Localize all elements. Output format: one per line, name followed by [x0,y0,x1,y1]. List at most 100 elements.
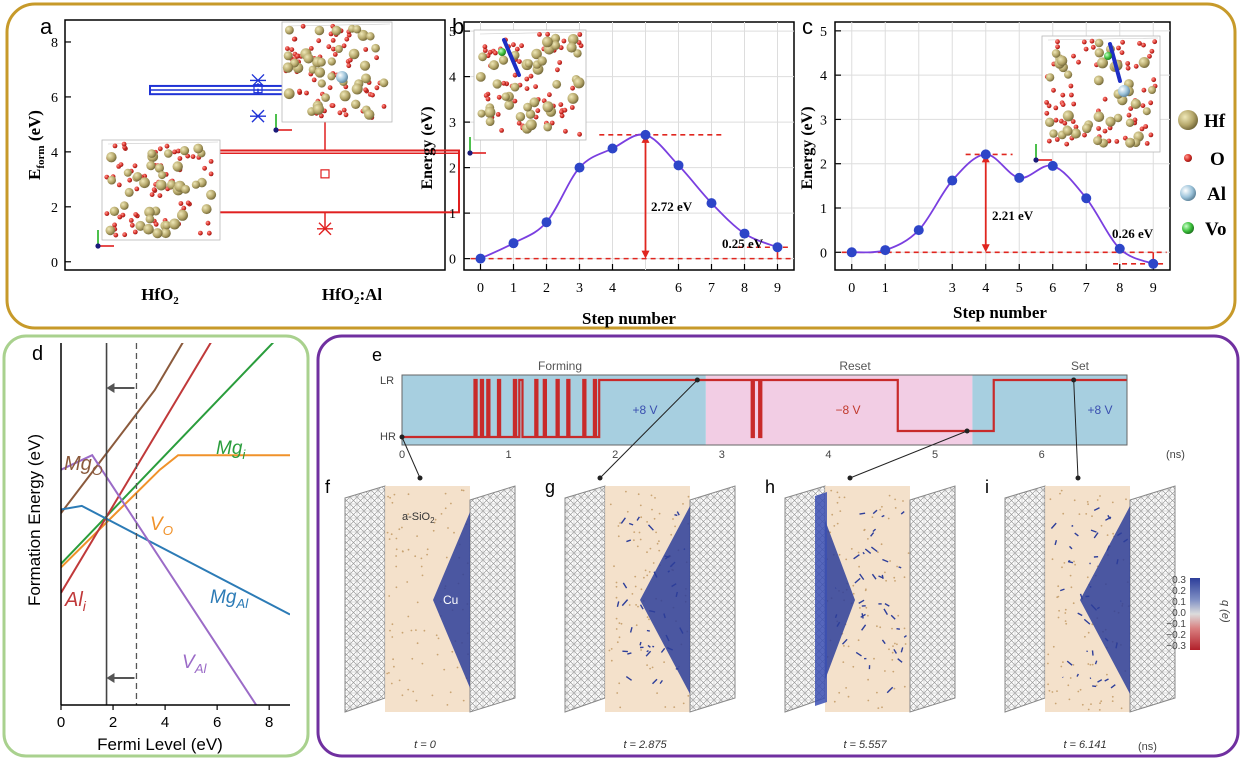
o-atom [205,220,211,226]
hf-atom [327,57,336,66]
sio2-atom [416,601,419,604]
o-atom [116,182,122,188]
cu-filament-segment [653,571,658,578]
cu-filament-segment [1096,606,1100,610]
axis-origin [273,127,279,133]
o-atom [1071,53,1076,59]
panel-c-annotations [841,153,1167,265]
cu-filament-segment [1086,650,1089,653]
migration-path [502,38,521,77]
phase-forming-label: Forming [538,359,582,373]
cu-filament-segment [621,599,629,607]
o-atom [558,45,564,51]
shift-arrowhead [106,383,115,393]
cu-filament-segment [665,634,670,642]
sio2-atom [610,648,613,650]
cu-filament-segment [853,554,860,560]
o-atom [514,46,520,52]
sio2-atom [398,679,401,682]
sio2-atom [1059,492,1061,495]
hf-atom [364,109,375,120]
hf-atom [1097,57,1108,69]
hf-atom [162,221,171,230]
sio2-atom [1090,703,1092,705]
hf-atom [498,55,509,65]
hf-atom [339,90,351,102]
sio2-atom [414,555,417,558]
cu-filament-segment [659,679,663,685]
data-point [947,175,958,186]
hfo2-structure-image [95,139,221,249]
o-atom [175,148,181,154]
data-point [739,228,750,239]
sio2-atom [389,496,391,499]
hf-atom [1130,98,1141,109]
hf-atom [537,56,547,66]
sio2-atom [845,687,847,689]
panel-a: a 0 2 4 6 8 Eform (eV) HfO2 HfO2:Al [25,14,460,307]
o-atom [482,44,488,50]
sio2-atom [450,502,452,505]
series-Ali [61,343,212,594]
sio2-atom [1106,534,1109,536]
o-atom [1114,139,1120,144]
sio2-atom [446,704,449,706]
cu-filament-segment [675,667,679,670]
cu-filament-segment [679,627,684,634]
colorbar-tick: 0.0 [1172,608,1186,619]
sio2-atom [876,625,878,628]
panel-e-xticks: 0 1 2 3 4 5 6 [399,449,1045,461]
hf-atom [303,53,314,64]
hf-atom [361,73,371,84]
o-atom [121,141,127,147]
sio2-atom [395,555,397,557]
o-atom [129,222,135,228]
cu-filament-segment [1066,660,1073,666]
sio2-atom [395,586,398,589]
xtick-label: 2 [612,449,618,461]
cu-filament-segment [629,627,633,633]
o-atom [151,187,157,193]
xtick-label: 1 [882,281,889,296]
sio2-atom [391,623,394,626]
xtick-label: 7 [708,281,715,296]
panel-e-lr-label: LR [380,375,394,387]
snapshot-g: g t = 2.875 [545,477,736,751]
sio2-atom [386,672,389,675]
sio2-atom [658,549,661,552]
sio2-atom [1072,664,1075,666]
sio2-atom [619,706,622,709]
hf-atom [1062,110,1074,122]
sio2-atom [626,510,629,513]
sio2-atom [867,699,870,702]
sio2-atom [1087,631,1090,634]
snapshot-connector [401,436,421,479]
snapshot-f: f t = 0 [325,477,516,751]
sio2-medium [385,486,470,712]
snapshot-time: t = 6.141 [1063,739,1106,751]
sio2-atom [387,495,389,498]
hf-atom [485,117,495,126]
o-atom [128,218,134,223]
o-atom [559,109,564,115]
o-atom [1139,126,1145,132]
data-point [673,160,684,171]
o-atom [117,214,123,220]
cu-filament-segment [1054,540,1058,546]
sio2-atom [831,513,834,516]
snapshot-time: t = 0 [414,739,437,751]
sio2-atom [1070,586,1073,589]
sio2-atom [1062,661,1064,663]
cu-filament-segment [674,514,678,517]
sio2-atom [615,628,618,630]
o-atom [1133,63,1139,69]
sio2-atom [401,526,403,529]
panel-c-energy-curve [851,153,1154,265]
hf-atom [1063,126,1073,136]
hf-atom [1093,111,1105,122]
sio2-atom [1084,635,1086,638]
cu-filament-segment [645,650,652,657]
hf-atom [283,88,295,100]
hf-atom [317,57,326,67]
panel-c-ticks: 0 1 2 3 4 5 0 1 3 4 5 6 7 8 9 [820,25,1157,296]
